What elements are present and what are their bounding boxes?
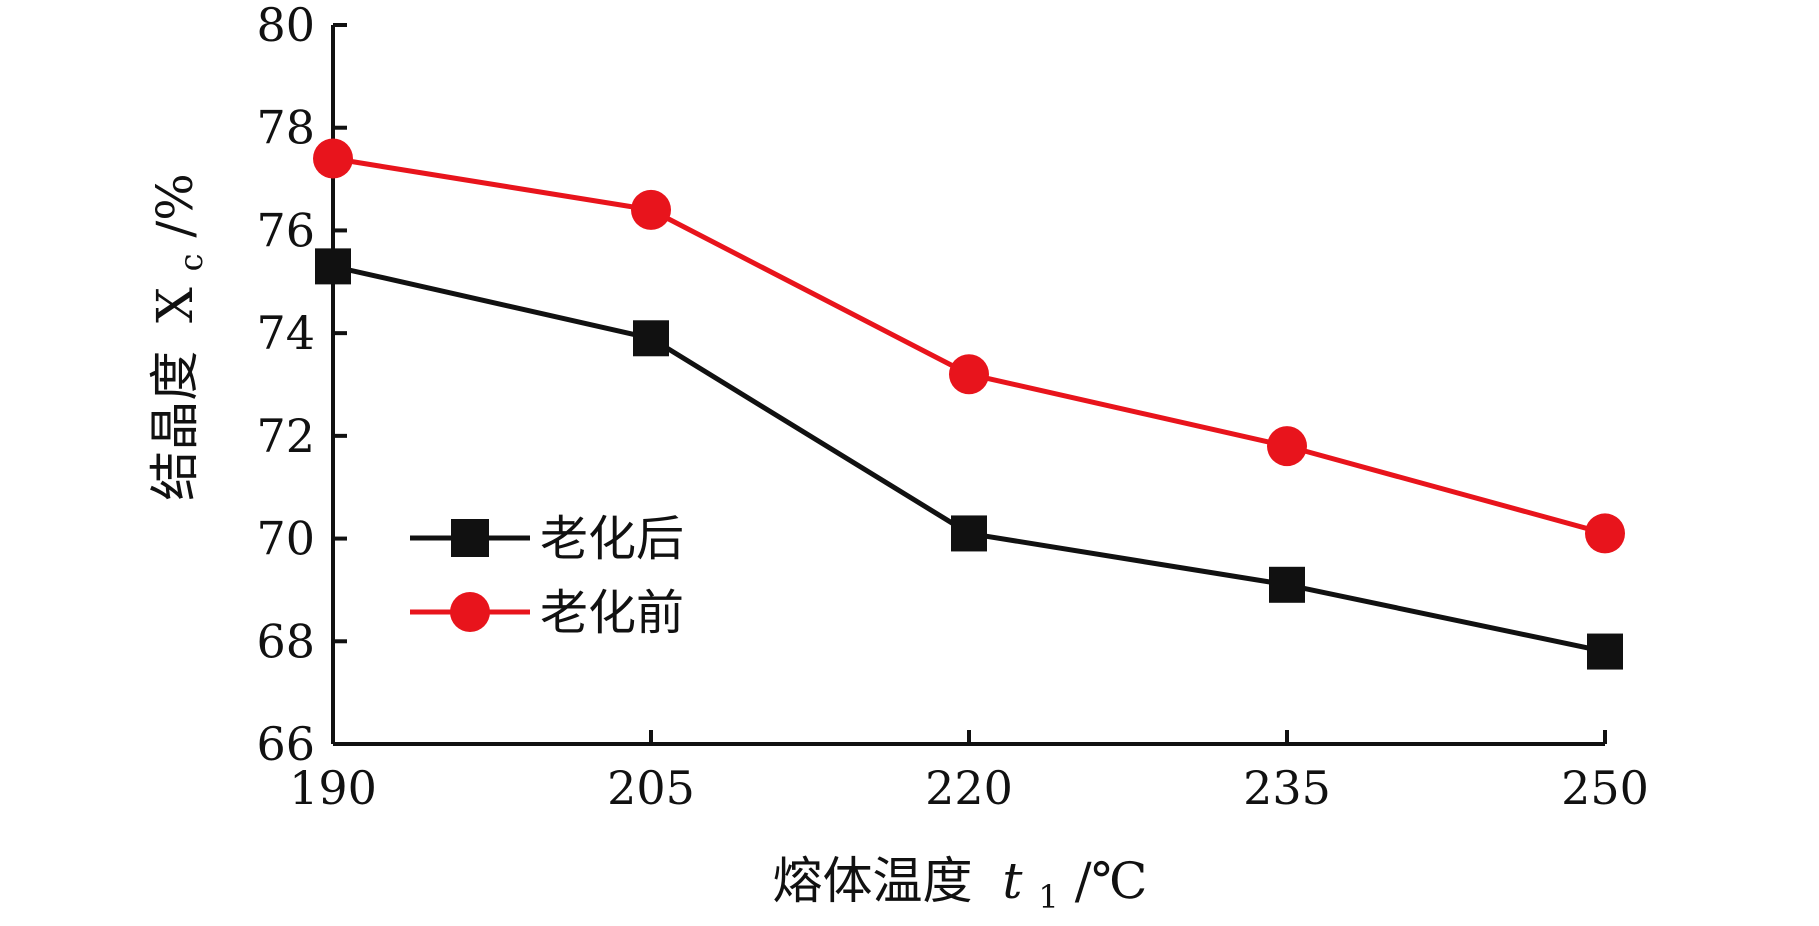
- data-point-circle: [631, 189, 671, 230]
- y-tick-label: 80: [256, 0, 315, 52]
- legend: 老化后 老化前: [410, 511, 684, 641]
- x-tick-label: 205: [607, 761, 695, 815]
- y-axis-title-unit: /%: [146, 173, 204, 237]
- data-point-square: [633, 320, 669, 357]
- data-point-circle: [1267, 426, 1307, 467]
- y-tick-label: 66: [256, 717, 315, 771]
- x-tick-label: 250: [1561, 761, 1649, 815]
- data-point-square: [1587, 633, 1623, 670]
- y-axis-title-main: 结晶度: [146, 351, 204, 501]
- legend-item-after-aging: 老化后: [410, 511, 684, 567]
- data-point-circle: [1585, 513, 1625, 554]
- x-axis-ticks: 190 205 220 235 250: [289, 730, 1649, 815]
- y-tick-label: 72: [256, 409, 315, 463]
- y-tick-label: 70: [256, 512, 315, 566]
- y-tick-label: 68: [256, 614, 315, 668]
- y-axis-title-subscript: c: [172, 253, 210, 271]
- legend-label-after-aging: 老化后: [540, 511, 684, 567]
- series-line-1: [332, 156, 1606, 536]
- x-axis-title: 熔体温度 t 1 /℃: [773, 852, 1148, 920]
- x-tick-label: 190: [289, 761, 377, 815]
- x-axis-title-unit: /℃: [1075, 852, 1148, 910]
- y-tick-label: 74: [256, 306, 315, 360]
- y-axis-title: 结晶度 X c /%: [146, 173, 214, 501]
- x-axis-title-subscript: 1: [1038, 878, 1058, 916]
- data-point-circle: [949, 354, 989, 395]
- legend-circle-marker: [450, 592, 490, 632]
- series-layer: [313, 138, 1625, 670]
- series-line-0: [332, 263, 1606, 655]
- x-tick-label: 220: [925, 761, 1013, 815]
- data-point-square: [951, 515, 987, 552]
- x-axis-title-main: 熔体温度: [773, 852, 973, 910]
- data-point-circle: [313, 138, 353, 179]
- y-tick-label: 78: [256, 101, 315, 155]
- legend-square-marker: [451, 519, 489, 557]
- y-axis-title-symbol: X: [146, 287, 204, 323]
- x-tick-label: 235: [1243, 761, 1331, 815]
- legend-label-before-aging: 老化前: [540, 585, 684, 641]
- data-point-square: [1269, 566, 1305, 603]
- legend-item-before-aging: 老化前: [410, 585, 684, 641]
- data-point-square: [315, 248, 351, 285]
- y-tick-label: 76: [256, 203, 315, 257]
- x-axis-title-symbol: t: [1002, 852, 1023, 910]
- y-axis-ticks: 66 68 70 72 74 76 78 80: [256, 0, 347, 771]
